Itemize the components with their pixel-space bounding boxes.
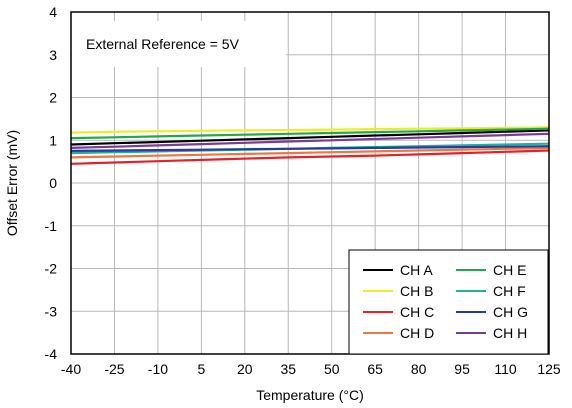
series-line-ch-g bbox=[70, 145, 550, 152]
y-tick-label: -2 bbox=[45, 261, 58, 277]
x-tick-label: 95 bbox=[454, 361, 470, 377]
y-tick-labels: -4 -3 -2 -1 0 1 2 3 4 bbox=[45, 4, 58, 362]
legend-box bbox=[348, 249, 549, 355]
y-axis-title: Offset Error (mV) bbox=[4, 130, 20, 236]
legend-label-ch-g: CH G bbox=[493, 304, 528, 320]
x-tick-label: -10 bbox=[148, 361, 168, 377]
series-line-ch-h bbox=[70, 132, 550, 149]
legend: CH A CH B CH C CH D CH E CH F CH G CH H bbox=[348, 249, 549, 355]
x-tick-label: 50 bbox=[324, 361, 340, 377]
series-line-ch-a bbox=[70, 129, 550, 146]
x-tick-label: 65 bbox=[367, 361, 383, 377]
x-tick-label: -25 bbox=[104, 361, 124, 377]
x-tick-label: 80 bbox=[411, 361, 427, 377]
x-tick-label: 125 bbox=[537, 361, 561, 377]
x-tick-label: 35 bbox=[280, 361, 296, 377]
legend-label-ch-b: CH B bbox=[400, 283, 433, 299]
y-tick-label: 4 bbox=[49, 4, 57, 20]
y-tick-label: -1 bbox=[45, 218, 58, 234]
series-layer bbox=[70, 126, 550, 165]
plot-frame bbox=[70, 11, 550, 355]
series-line-ch-b bbox=[70, 126, 550, 134]
y-tick-label: -4 bbox=[45, 346, 58, 362]
x-tick-label: -40 bbox=[61, 361, 81, 377]
x-tick-label: 5 bbox=[197, 361, 205, 377]
legend-label-ch-h: CH H bbox=[493, 325, 527, 341]
y-tick-label: 0 bbox=[49, 175, 57, 191]
legend-label-ch-f: CH F bbox=[493, 283, 526, 299]
legend-label-ch-e: CH E bbox=[493, 262, 526, 278]
y-tick-label: 3 bbox=[49, 47, 57, 63]
series-line-ch-c bbox=[70, 149, 550, 165]
x-tick-label: 20 bbox=[237, 361, 253, 377]
annotation-box bbox=[72, 21, 286, 67]
y-tick-label: 2 bbox=[49, 90, 57, 106]
y-tick-label: -3 bbox=[45, 303, 58, 319]
x-tick-label: 110 bbox=[494, 361, 517, 377]
legend-label-ch-c: CH C bbox=[400, 304, 434, 320]
x-axis-title: Temperature (°C) bbox=[256, 387, 364, 403]
y-tick-label: 1 bbox=[49, 132, 57, 148]
legend-label-ch-d: CH D bbox=[400, 325, 434, 341]
series-line-ch-d bbox=[70, 146, 550, 159]
annotation-text: External Reference = 5V bbox=[86, 36, 240, 52]
legend-label-ch-a: CH A bbox=[400, 262, 433, 278]
series-line-ch-e bbox=[70, 127, 550, 140]
x-tick-labels: -40 -25 -10 5 20 35 50 65 80 95 110 125 bbox=[61, 361, 561, 377]
